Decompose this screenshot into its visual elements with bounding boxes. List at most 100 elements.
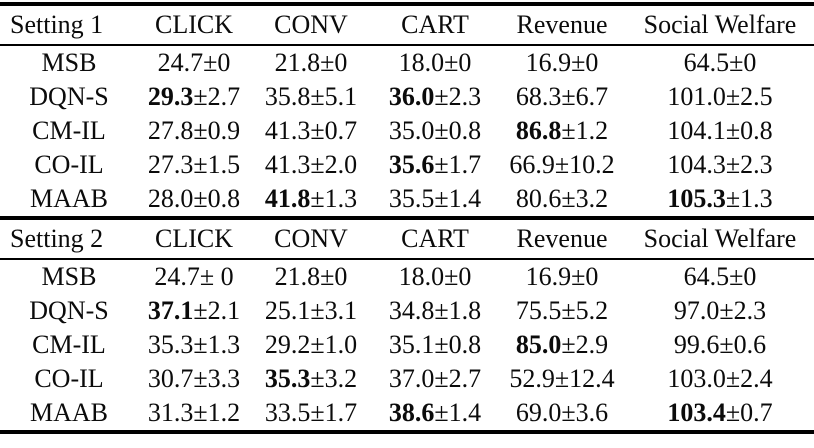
- mean-value: 18.0: [398, 48, 445, 77]
- std-value: ±1.3: [725, 184, 773, 213]
- mean-value: 18.0: [398, 262, 445, 291]
- mean-value: 41.8: [264, 184, 311, 213]
- metric-cell-cart: 18.0±0: [372, 45, 498, 80]
- metric-cell-click: 28.0±0.8: [138, 182, 250, 220]
- mean-value: 37.0: [388, 364, 435, 393]
- method-label: MAAB: [0, 396, 138, 434]
- metric-cell-cart: 37.0±2.7: [372, 362, 498, 396]
- metric-cell-click: 27.3±1.5: [138, 148, 250, 182]
- std-value: ±0: [729, 262, 757, 291]
- mean-value: 64.5: [683, 262, 730, 291]
- metric-cell-cart: 18.0±0: [372, 259, 498, 294]
- mean-value: 38.6: [388, 398, 435, 427]
- setting-2-label: Setting 2: [0, 216, 138, 260]
- metric-cell-conv: 35.8±5.1: [250, 80, 372, 114]
- mean-value: 27.3: [147, 150, 194, 179]
- column-header-revenue: Revenue: [498, 216, 626, 260]
- metric-cell-conv: 35.3±3.2: [250, 362, 372, 396]
- mean-value: 103.4: [667, 398, 726, 427]
- std-value: ±2.7: [434, 364, 482, 393]
- column-header-click: CLICK: [138, 216, 250, 260]
- std-value: ±5.2: [561, 296, 609, 325]
- std-value: ±3.6: [561, 398, 609, 427]
- mean-value: 35.6: [388, 150, 435, 179]
- column-header-click: CLICK: [138, 2, 250, 46]
- mean-value: 66.9: [509, 150, 555, 179]
- std-value: ±2.9: [561, 330, 609, 359]
- std-value: ±0.8: [725, 116, 773, 145]
- method-label: MSB: [41, 48, 97, 77]
- method-label: CM-IL: [32, 330, 106, 359]
- std-value: ± 0: [199, 262, 234, 291]
- mean-value: 69.0: [515, 398, 562, 427]
- metric-cell-revenue: 69.0±3.6: [498, 396, 626, 434]
- method-label: MAAB: [0, 182, 138, 220]
- std-value: ±6.7: [561, 82, 609, 111]
- mean-value: 104.1: [667, 116, 726, 145]
- metric-cell-social-welfare: 103.4±0.7: [626, 396, 814, 434]
- std-value: ±0.7: [310, 116, 358, 145]
- table-row: MSB 24.7± 0 21.8±0 18.0±0 16.9±0 64.5±0: [0, 259, 814, 294]
- std-value: ±1.3: [193, 330, 241, 359]
- mean-value: 30.7: [147, 364, 194, 393]
- metric-cell-cart: 36.0±2.3: [372, 80, 498, 114]
- column-header-conv: CONV: [250, 216, 372, 260]
- metric-cell-conv: 29.2±1.0: [250, 328, 372, 362]
- setting-1-header-row: Setting 1 CLICK CONV CART Revenue Social…: [0, 2, 814, 46]
- mean-value: 35.5: [388, 184, 435, 213]
- std-value: ±3.2: [561, 184, 609, 213]
- std-value: ±3.1: [310, 296, 358, 325]
- metric-cell-revenue: 68.3±6.7: [498, 80, 626, 114]
- table-row: CO-IL 30.7±3.3 35.3±3.2 37.0±2.7 52.9±12…: [0, 362, 814, 396]
- std-value: ±1.2: [193, 398, 241, 427]
- table-row: CM-IL 27.8±0.9 41.3±0.7 35.0±0.8 86.8±1.…: [0, 114, 814, 148]
- metric-cell-social-welfare: 105.3±1.3: [626, 182, 814, 220]
- std-value: ±1.0: [310, 330, 358, 359]
- std-value: ±5.1: [310, 82, 358, 111]
- metric-cell-social-welfare: 64.5±0: [626, 45, 814, 80]
- std-value: ±0: [203, 48, 231, 77]
- std-value: ±0.9: [193, 116, 241, 145]
- std-value: ±1.5: [193, 150, 241, 179]
- std-value: ±2.0: [310, 150, 358, 179]
- metric-cell-revenue: 80.6±3.2: [498, 182, 626, 220]
- setting-1-label: Setting 1: [0, 2, 138, 46]
- mean-value: 16.9: [525, 262, 572, 291]
- table-row: CM-IL 35.3±1.3 29.2±1.0 35.1±0.8 85.0±2.…: [0, 328, 814, 362]
- mean-value: 35.8: [264, 82, 311, 111]
- mean-value: 21.8: [274, 262, 321, 291]
- mean-value: 64.5: [683, 48, 730, 77]
- metric-cell-revenue: 86.8±1.2: [498, 114, 626, 148]
- column-header-social-welfare: Social Welfare: [626, 2, 814, 46]
- table-row: DQN-S 29.3±2.7 35.8±5.1 36.0±2.3 68.3±6.…: [0, 80, 814, 114]
- std-value: ±0: [444, 262, 472, 291]
- metric-cell-social-welfare: 97.0±2.3: [626, 294, 814, 328]
- std-value: ±2.1: [193, 296, 241, 325]
- metric-cell-conv: 21.8±0: [250, 45, 372, 80]
- metric-cell-revenue: 75.5±5.2: [498, 294, 626, 328]
- metric-cell-cart: 35.0±0.8: [372, 114, 498, 148]
- std-value: ±1.8: [434, 296, 482, 325]
- table-row: MAAB 31.3±1.2 33.5±1.7 38.6±1.4 69.0±3.6…: [0, 396, 814, 434]
- mean-value: 24.7: [157, 48, 204, 77]
- mean-value: 41.3: [264, 150, 311, 179]
- setting-2-header-section: Setting 2 CLICK CONV CART Revenue Social…: [0, 216, 814, 260]
- metric-cell-conv: 41.8±1.3: [250, 182, 372, 220]
- mean-value: 29.3: [147, 82, 194, 111]
- std-value: ±1.2: [561, 116, 609, 145]
- std-value: ±1.3: [310, 184, 358, 213]
- table-row: DQN-S 37.1±2.1 25.1±3.1 34.8±1.8 75.5±5.…: [0, 294, 814, 328]
- std-value: ±2.4: [725, 364, 773, 393]
- mean-value: 99.6: [673, 330, 720, 359]
- mean-value: 35.1: [388, 330, 435, 359]
- mean-value: 21.8: [274, 48, 321, 77]
- mean-value: 85.0: [515, 330, 562, 359]
- metric-cell-conv: 25.1±3.1: [250, 294, 372, 328]
- method-label: DQN-S: [29, 296, 109, 325]
- mean-value: 86.8: [515, 116, 562, 145]
- std-value: ±2.3: [719, 296, 767, 325]
- metric-cell-click: 27.8±0.9: [138, 114, 250, 148]
- mean-value: 33.5: [264, 398, 311, 427]
- mean-value: 104.3: [667, 150, 726, 179]
- metric-cell-cart: 34.8±1.8: [372, 294, 498, 328]
